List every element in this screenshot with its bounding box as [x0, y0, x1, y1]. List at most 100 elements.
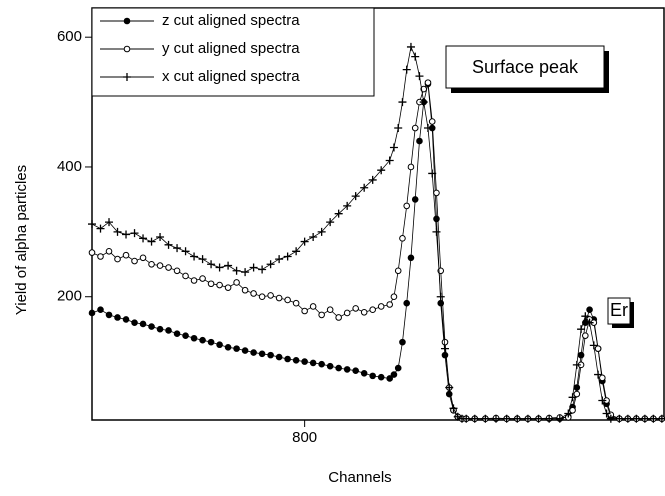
marker [266, 260, 275, 269]
marker [97, 253, 104, 260]
y-tick-label: 600 [57, 28, 82, 45]
y-tick-label: 400 [57, 158, 82, 175]
marker [301, 307, 308, 315]
marker [275, 353, 283, 361]
y-tick-label: 200 [57, 288, 82, 305]
marker [335, 314, 342, 321]
marker [360, 369, 368, 377]
marker [249, 263, 258, 272]
marker [360, 308, 368, 316]
marker [394, 364, 402, 372]
marker [423, 124, 432, 133]
marker [411, 124, 419, 132]
marker [114, 314, 121, 321]
marker [594, 345, 602, 352]
marker [148, 260, 155, 268]
marker [326, 218, 335, 227]
marker [199, 336, 206, 344]
marker [390, 293, 398, 301]
marker [199, 275, 206, 282]
annotation-er: Er [607, 297, 634, 328]
y-axis-label: Yield of alpha particles [13, 165, 30, 315]
marker [114, 255, 121, 263]
legend-label: y cut aligned spectra [162, 40, 300, 57]
marker [411, 196, 419, 203]
marker [164, 240, 173, 249]
marker [173, 244, 182, 253]
marker [581, 312, 590, 321]
marker [573, 390, 581, 398]
series [88, 79, 665, 423]
marker [420, 85, 428, 93]
marker [568, 393, 577, 402]
marker [343, 201, 352, 210]
marker [131, 319, 138, 326]
marker [573, 384, 581, 391]
marker [386, 375, 393, 382]
marker [284, 296, 291, 304]
marker [640, 414, 649, 423]
marker [523, 414, 532, 423]
marker [343, 366, 351, 373]
legend-label: z cut aligned spectra [162, 12, 300, 29]
marker [513, 414, 522, 423]
legend-box [91, 7, 375, 97]
marker [394, 267, 402, 275]
marker [258, 293, 266, 301]
marker [224, 344, 232, 351]
marker [326, 362, 334, 370]
marker [88, 309, 96, 317]
marker [241, 268, 250, 277]
marker [147, 237, 156, 246]
marker [258, 350, 266, 358]
marker [399, 235, 406, 242]
annotation: Surface peak [472, 57, 579, 77]
marker [369, 306, 376, 314]
marker [258, 265, 267, 274]
marker [377, 303, 385, 310]
marker [122, 251, 130, 259]
marker [139, 320, 147, 328]
marker [649, 414, 658, 423]
marker [156, 233, 165, 242]
marker [182, 272, 189, 280]
marker [390, 371, 398, 378]
marker [309, 303, 317, 310]
marker [377, 166, 386, 175]
marker [113, 227, 122, 236]
series [88, 42, 665, 423]
marker [415, 72, 424, 81]
marker [555, 414, 564, 423]
marker [284, 355, 291, 363]
marker [123, 73, 131, 81]
marker [389, 143, 398, 152]
marker [190, 252, 199, 261]
marker [445, 383, 454, 392]
marker [594, 370, 603, 379]
marker [407, 163, 415, 171]
marker [156, 262, 164, 269]
marker [317, 227, 326, 236]
marker [250, 349, 257, 356]
marker [399, 338, 406, 346]
marker [190, 277, 198, 284]
marker [598, 396, 607, 405]
marker [411, 52, 420, 61]
marker [462, 414, 471, 423]
marker [122, 230, 131, 239]
marker [267, 351, 274, 359]
marker [406, 42, 415, 51]
marker [564, 409, 573, 418]
marker [131, 257, 138, 265]
marker [449, 404, 458, 413]
marker [334, 209, 343, 218]
marker [123, 45, 131, 53]
marker [224, 284, 232, 291]
marker [292, 247, 301, 256]
marker [436, 292, 445, 301]
marker [241, 347, 249, 354]
marker [545, 414, 554, 423]
marker [534, 414, 543, 423]
marker [602, 409, 611, 418]
marker [385, 156, 394, 165]
